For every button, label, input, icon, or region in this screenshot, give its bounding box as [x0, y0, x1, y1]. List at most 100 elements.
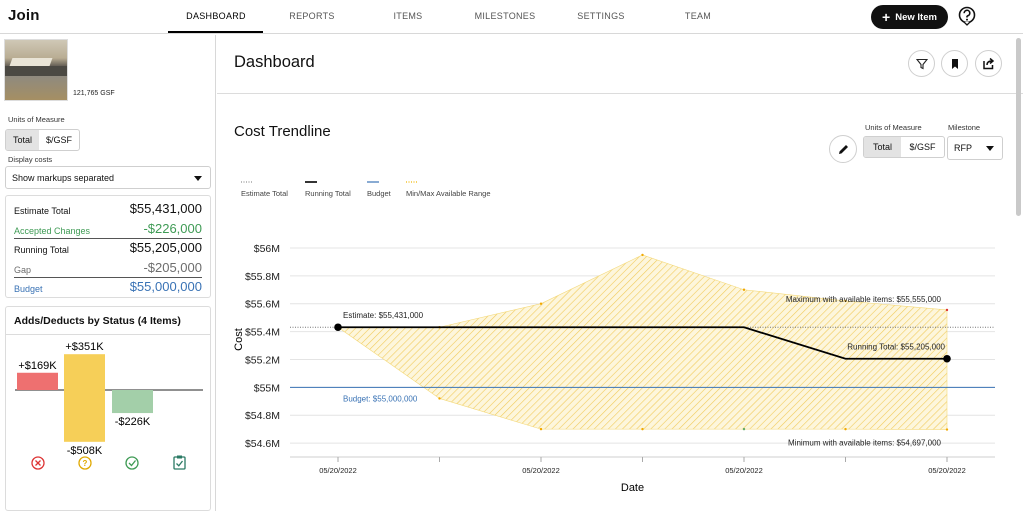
adds-deducts-title: Adds/Deducts by Status (4 Items)	[14, 315, 181, 327]
legend-running-swatch	[305, 181, 317, 183]
range-max-point	[844, 299, 847, 303]
new-item-button[interactable]: + New Item	[871, 5, 948, 29]
units-toggle: Total $/GSF	[5, 129, 81, 151]
running-total-annotation: Running Total: $55,205,000	[847, 343, 945, 352]
range-min-point	[641, 427, 644, 431]
page-scrollbar[interactable]	[1016, 38, 1021, 216]
trend-units-gsf-option[interactable]: $/GSF	[909, 142, 936, 152]
y-axis-label: Cost	[233, 328, 245, 351]
running-total-line	[338, 326, 947, 360]
y-tick-label: $55M	[254, 382, 280, 394]
accepted-changes-value: -$226,000	[143, 221, 202, 236]
y-tick-label: $55.4M	[245, 327, 280, 339]
main-panel: Dashboard Cost Trendline Units of Measur…	[217, 35, 1023, 511]
range-max-point	[641, 253, 644, 257]
range-max-point	[945, 308, 949, 312]
running-total-label: Running Total	[14, 245, 69, 255]
summary-divider	[14, 277, 202, 278]
page-title: Dashboard	[234, 53, 315, 71]
min-max-range-area	[337, 254, 948, 430]
bookmark-icon	[951, 58, 958, 69]
tab-milestones[interactable]: MILESTONES	[474, 11, 536, 21]
tab-reports[interactable]: REPORTS	[289, 11, 335, 21]
add-label: +$169K	[18, 360, 57, 372]
range-min-point	[844, 427, 847, 431]
question-circle-icon: ?	[78, 456, 92, 470]
budget-row: Budget $55,000,000	[14, 279, 202, 294]
tab-dashboard[interactable]: DASHBOARD	[186, 11, 246, 21]
range-min-point	[539, 427, 543, 431]
gap-label: Gap	[14, 265, 32, 275]
cost-trendline-title: Cost Trendline	[234, 123, 331, 140]
active-tab-indicator	[168, 31, 263, 33]
range-max-point	[742, 288, 746, 291]
y-tick-label: $55.2M	[245, 354, 280, 366]
plus-icon: +	[882, 9, 891, 25]
deduct-bar	[64, 390, 105, 442]
deduct-label: -$226K	[115, 416, 151, 428]
milestone-select[interactable]: RFP	[947, 136, 1003, 160]
running-total-point	[943, 354, 951, 363]
running-total-row: Running Total $55,205,000	[14, 240, 202, 255]
tab-items[interactable]: ITEMS	[393, 11, 423, 21]
trend-units-label: Units of Measure	[865, 123, 922, 132]
chevron-down-icon	[986, 146, 994, 151]
bookmark-button[interactable]	[941, 50, 968, 77]
header-divider	[217, 93, 1023, 94]
adds-deducts-card: Adds/Deducts by Status (4 Items) +$169K +…	[5, 306, 211, 511]
check-circle-icon	[125, 456, 139, 470]
project-thumbnail	[4, 39, 68, 101]
legend-budget: Budget	[367, 189, 391, 198]
accepted-changes-label: Accepted Changes	[14, 226, 91, 236]
running-total-value: $55,205,000	[129, 240, 202, 255]
range-min-point	[438, 397, 441, 400]
max-annotation: Maximum with available items: $55,555,00…	[786, 295, 942, 304]
clipboard-check-icon	[173, 455, 186, 470]
share-button[interactable]	[975, 50, 1002, 77]
budget-annotation: Budget: $55,000,000	[343, 394, 418, 403]
summary-divider	[14, 238, 202, 239]
estimate-total-value: $55,431,000	[129, 201, 202, 216]
budget-value: $55,000,000	[129, 279, 202, 294]
trend-units-total-option[interactable]: Total	[864, 137, 901, 157]
y-tick-label: $56M	[254, 243, 280, 255]
gap-row: Gap -$205,000	[14, 260, 202, 275]
tab-team[interactable]: TEAM	[684, 11, 712, 21]
legend-running: Running Total	[305, 189, 351, 198]
filter-button[interactable]	[908, 50, 935, 77]
legend-budget-swatch	[367, 181, 379, 183]
range-min-point	[945, 428, 949, 431]
units-total-option[interactable]: Total	[6, 130, 40, 150]
estimate-point	[334, 323, 342, 332]
project-gsf: 121,765 GSF	[73, 90, 115, 97]
x-tick-label: 05/20/2022	[319, 466, 357, 475]
project-sidebar: 121,765 GSF Units of Measure Total $/GSF…	[0, 35, 216, 511]
edit-button[interactable]	[829, 135, 857, 163]
help-icon[interactable]	[957, 6, 977, 26]
add-bar	[17, 372, 58, 390]
app-logo[interactable]: Join	[8, 7, 40, 24]
deduct-label: -$508K	[67, 445, 103, 457]
x-tick-label: 05/20/2022	[928, 466, 966, 475]
svg-text:?: ?	[83, 459, 88, 468]
display-costs-value: Show markups separated	[12, 172, 115, 183]
add-label: +$351K	[65, 341, 104, 353]
x-tick-label: 05/20/2022	[725, 466, 763, 475]
y-tick-label: $54.8M	[245, 410, 280, 422]
new-item-label: New Item	[895, 11, 937, 23]
y-tick-label: $55.8M	[245, 271, 280, 283]
estimate-total-row: Estimate Total $55,431,000	[14, 201, 202, 216]
legend-range: Min/Max Available Range	[406, 189, 491, 198]
units-gsf-option[interactable]: $/GSF	[46, 135, 73, 145]
trend-units-toggle: Total $/GSF	[863, 136, 945, 158]
add-bar	[64, 354, 105, 390]
adds-deducts-chart: +$169K +$351K -$508K -$226K?	[15, 341, 203, 470]
display-costs-select[interactable]: Show markups separated	[5, 166, 211, 189]
cost-trendline-chart: $54.6M $54.8M $55M $55.2M $55.4M $55.6M $55.8M…	[233, 243, 995, 494]
x-axis-label: Date	[621, 482, 644, 494]
display-costs-label: Display costs	[8, 155, 53, 164]
estimate-total-label: Estimate Total	[14, 206, 71, 216]
cost-summary-card: Estimate Total $55,431,000 Accepted Chan…	[5, 195, 211, 298]
gap-value: -$205,000	[143, 260, 202, 275]
tab-settings[interactable]: SETTINGS	[577, 11, 625, 21]
